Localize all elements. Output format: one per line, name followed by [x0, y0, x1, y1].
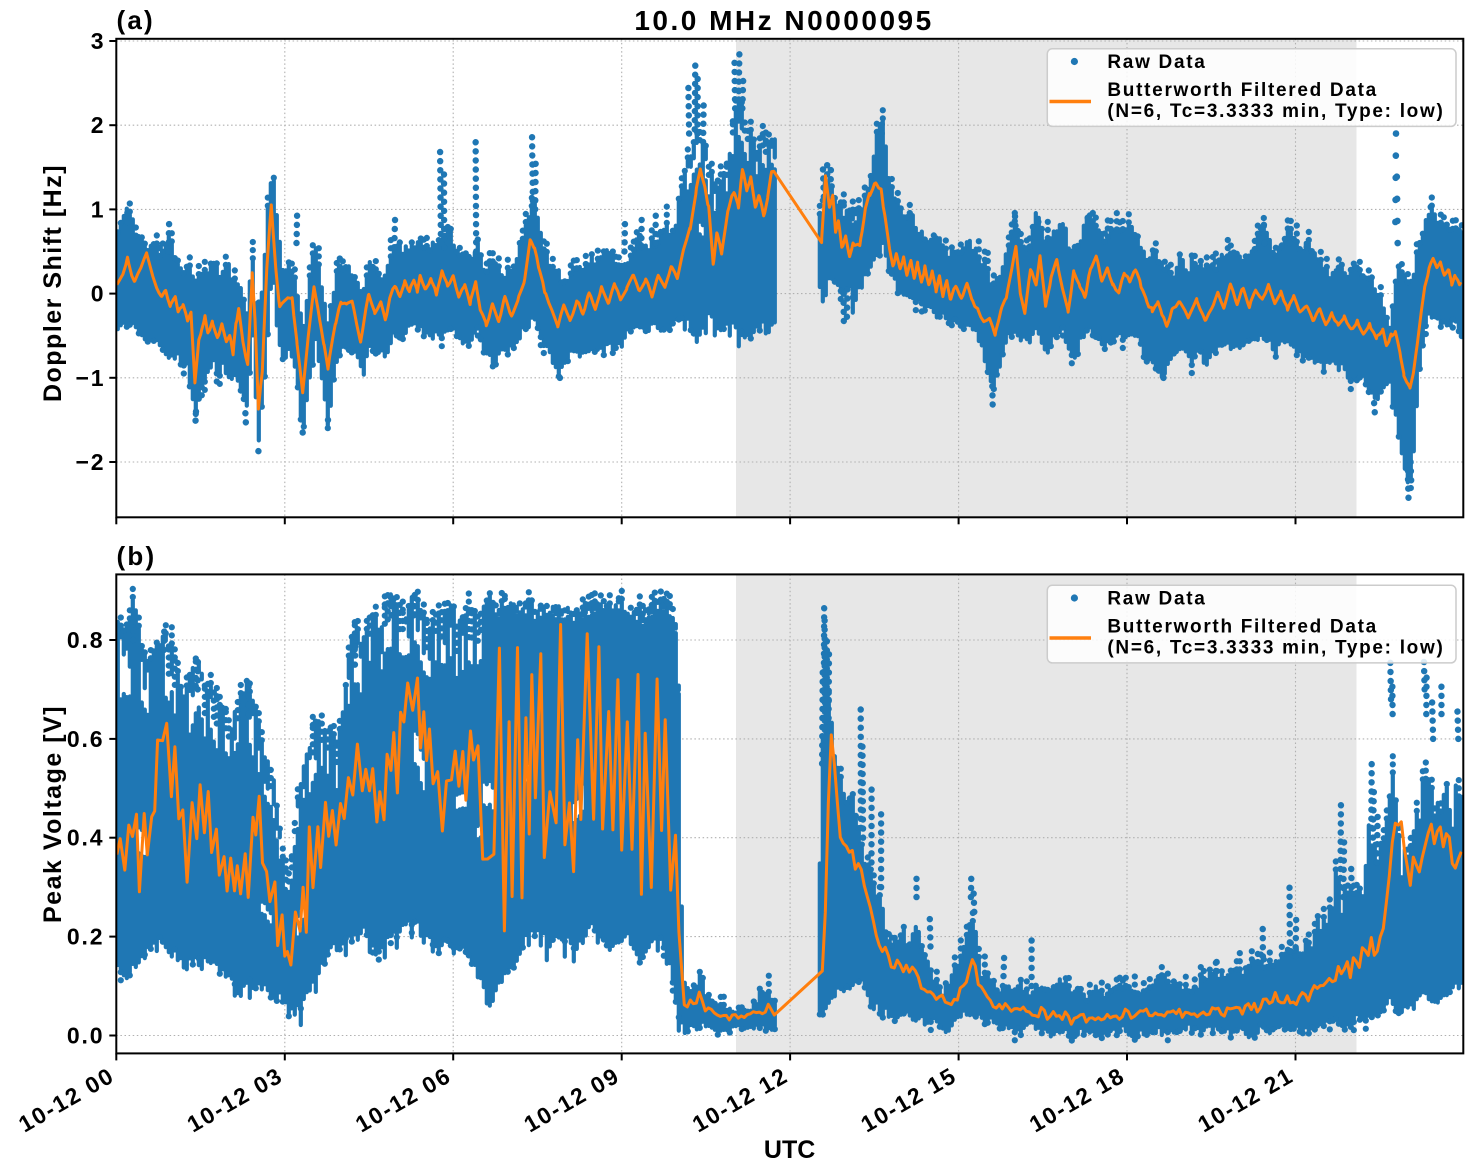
- svg-text:1: 1: [91, 196, 106, 222]
- svg-text:0.2: 0.2: [67, 924, 105, 950]
- svg-text:UTC: UTC: [764, 1136, 815, 1164]
- svg-text:(b): (b): [117, 541, 157, 571]
- svg-text:3: 3: [91, 28, 106, 54]
- svg-text:Peak Voltage [V]: Peak Voltage [V]: [39, 705, 67, 923]
- svg-text:(N=6, Tc=3.3333 min, Type: low: (N=6, Tc=3.3333 min, Type: low): [1107, 101, 1444, 122]
- svg-text:0.8: 0.8: [67, 627, 105, 653]
- svg-text:0.6: 0.6: [67, 726, 105, 752]
- svg-text:Doppler Shift [Hz]: Doppler Shift [Hz]: [39, 164, 67, 402]
- svg-text:2: 2: [91, 112, 106, 138]
- svg-text:0.4: 0.4: [67, 825, 105, 851]
- svg-text:−1: −1: [75, 365, 105, 391]
- svg-text:(a): (a): [117, 5, 155, 35]
- svg-text:Raw Data: Raw Data: [1107, 52, 1206, 73]
- svg-text:(N=6, Tc=3.3333 min, Type: low: (N=6, Tc=3.3333 min, Type: low): [1107, 638, 1444, 659]
- svg-text:Raw Data: Raw Data: [1107, 589, 1206, 610]
- svg-text:Butterworth Filtered Data: Butterworth Filtered Data: [1107, 80, 1378, 101]
- svg-text:0: 0: [91, 281, 106, 307]
- svg-text:−2: −2: [75, 449, 105, 475]
- svg-text:Butterworth Filtered Data: Butterworth Filtered Data: [1107, 617, 1378, 638]
- svg-text:0.0: 0.0: [67, 1023, 105, 1049]
- svg-text:10.0 MHz N0000095: 10.0 MHz N0000095: [634, 5, 933, 36]
